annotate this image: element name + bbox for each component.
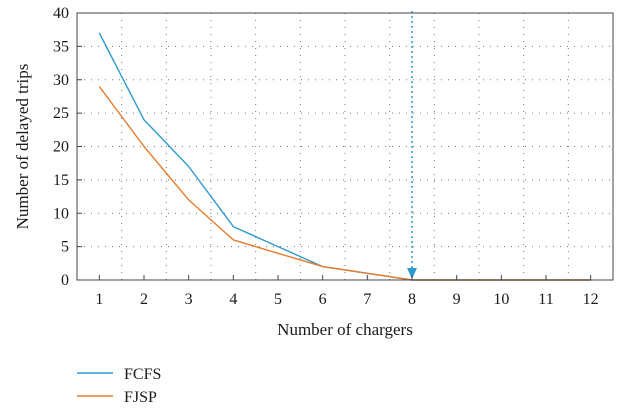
series-line-fjsp bbox=[98, 85, 591, 281]
legend: FCFS FJSP bbox=[77, 366, 161, 406]
annotation bbox=[407, 11, 417, 279]
y-tick-label: 30 bbox=[53, 72, 69, 89]
x-axis-label: Number of chargers bbox=[277, 320, 413, 339]
x-axis-ticks: 1 2 3 4 5 6 7 8 9 10 11 12 bbox=[95, 275, 599, 308]
x-tick-label: 2 bbox=[140, 291, 148, 308]
x-tick-label: 1 bbox=[95, 291, 103, 308]
x-tick-label: 7 bbox=[363, 291, 371, 308]
x-tick-label: 11 bbox=[538, 291, 553, 308]
y-tick-label: 35 bbox=[53, 38, 69, 55]
y-tick-label: 10 bbox=[53, 205, 69, 222]
grid bbox=[77, 13, 613, 280]
annotation-arrowhead bbox=[407, 268, 417, 279]
x-tick-label: 5 bbox=[274, 291, 282, 308]
y-tick-label: 40 bbox=[53, 5, 69, 22]
x-tick-label: 8 bbox=[408, 291, 416, 308]
y-axis-label: Number of delayed trips bbox=[13, 64, 32, 230]
x-tick-label: 10 bbox=[493, 291, 509, 308]
x-tick-label: 12 bbox=[583, 291, 599, 308]
y-tick-label: 0 bbox=[61, 272, 69, 289]
y-tick-label: 15 bbox=[53, 172, 69, 189]
y-tick-label: 25 bbox=[53, 105, 69, 122]
x-tick-label: 3 bbox=[185, 291, 193, 308]
y-axis-ticks: 0 5 10 15 20 25 30 35 40 bbox=[53, 5, 82, 289]
x-tick-label: 6 bbox=[319, 291, 327, 308]
series-line-fcfs bbox=[98, 32, 591, 281]
x-tick-label: 4 bbox=[229, 291, 237, 308]
legend-label-fjsp: FJSP bbox=[124, 389, 157, 406]
y-tick-label: 20 bbox=[53, 139, 69, 156]
y-tick-label: 5 bbox=[61, 239, 69, 256]
series-lines bbox=[98, 32, 591, 281]
legend-label-fcfs: FCFS bbox=[124, 366, 161, 383]
x-tick-label: 9 bbox=[453, 291, 461, 308]
